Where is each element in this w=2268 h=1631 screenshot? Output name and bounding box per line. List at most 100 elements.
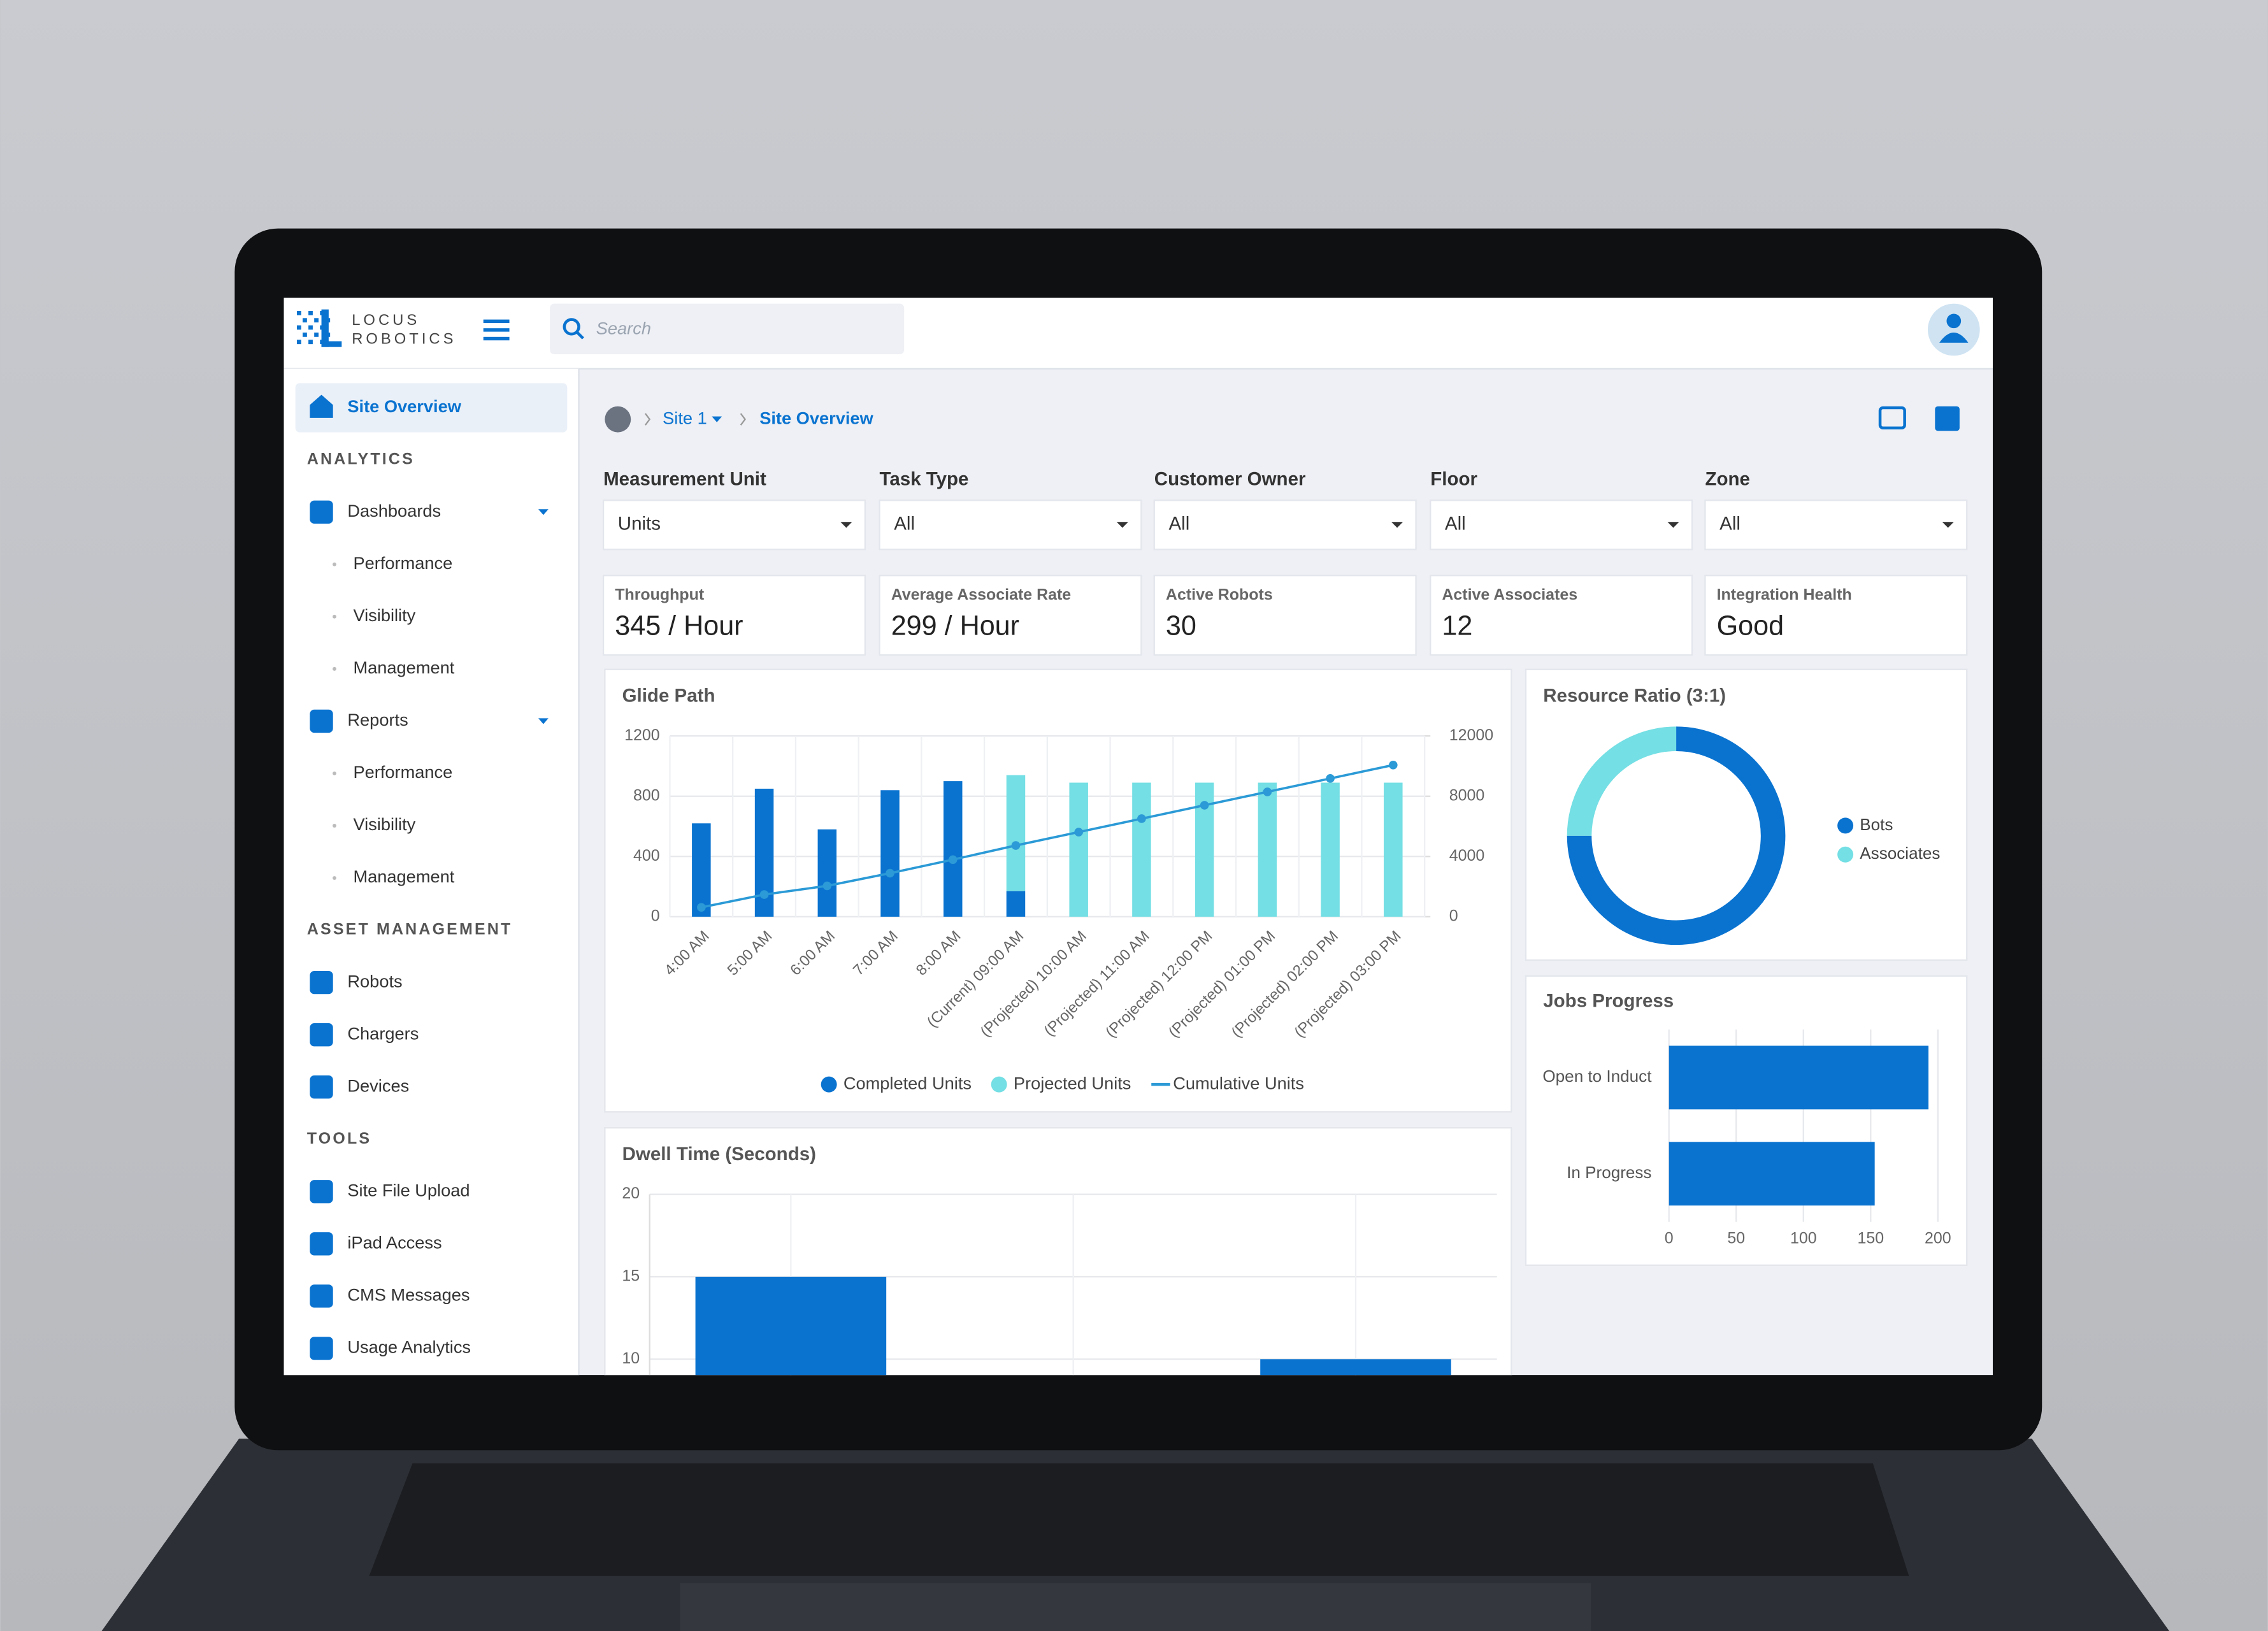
bar <box>1006 891 1026 917</box>
card-title: Dwell Time (Seconds) <box>622 1144 816 1165</box>
filter-label: Zone <box>1705 468 1749 489</box>
logo-mark <box>321 341 342 347</box>
nav-icon <box>310 1232 333 1256</box>
search-box[interactable] <box>550 303 905 355</box>
filter-select[interactable] <box>879 499 1142 550</box>
bar <box>1069 782 1088 917</box>
y-tick-label: 400 <box>633 847 660 865</box>
nav-section-title: ASSET MANAGEMENT <box>307 921 513 938</box>
logo-pixel <box>303 332 307 337</box>
filter-value: All <box>1719 514 1740 535</box>
line-point <box>1074 828 1083 837</box>
logo-pixel <box>308 325 313 330</box>
legend-swatch <box>1837 817 1854 834</box>
line-point <box>1389 760 1398 770</box>
y-tick-label: 15 <box>622 1267 640 1285</box>
nav-icon <box>310 1075 333 1099</box>
nav-icon <box>310 500 333 524</box>
avatar[interactable] <box>1927 303 1980 356</box>
line-point <box>1326 774 1335 783</box>
y-tick-label: Open to Induct <box>1542 1067 1652 1086</box>
nav-bullet <box>333 614 336 619</box>
breadcrumb-caret[interactable] <box>712 416 722 422</box>
bar <box>1260 1359 1451 1376</box>
legend-label: Cumulative Units <box>1173 1073 1304 1093</box>
site-badge <box>605 406 631 433</box>
search-placeholder: Search <box>596 319 651 338</box>
nav-item: Dashboards <box>347 501 441 521</box>
line-point <box>886 868 894 878</box>
search-icon <box>563 318 580 336</box>
filter-value: Units <box>618 514 661 535</box>
kpi-label: Average Associate Rate <box>891 586 1072 604</box>
bar <box>1006 775 1026 891</box>
card <box>1525 975 1968 1266</box>
x-tick-label: 200 <box>1925 1230 1951 1247</box>
nav-bullet <box>333 666 336 671</box>
nav-icon <box>310 970 333 995</box>
y-tick-label: 1200 <box>624 726 660 744</box>
select-caret <box>1667 522 1679 528</box>
filter-value: All <box>1445 514 1466 535</box>
filter-label: Measurement Unit <box>603 468 766 489</box>
bar <box>880 790 900 917</box>
menu-icon[interactable] <box>483 328 510 332</box>
x-tick-label: 100 <box>1790 1230 1817 1247</box>
line-point <box>1263 787 1272 796</box>
nav-item: CMS Messages <box>347 1285 470 1305</box>
breadcrumb-sep-site: Site 1 <box>663 408 707 428</box>
filter-select[interactable] <box>1430 499 1693 550</box>
filter-select[interactable] <box>1153 499 1417 550</box>
filter-value: All <box>894 514 915 535</box>
logo-pixel <box>314 318 319 323</box>
y2-tick-label: 0 <box>1449 907 1458 924</box>
bar <box>1669 1142 1875 1206</box>
nav-bullet <box>333 824 336 828</box>
filter-select[interactable] <box>1704 499 1968 550</box>
y-tick-label: 10 <box>622 1349 640 1367</box>
nav-caret[interactable] <box>538 718 549 724</box>
nav-item: Site Overview <box>347 396 461 416</box>
donut-segment <box>1567 726 1786 945</box>
bar <box>817 829 837 917</box>
nav-caret[interactable] <box>538 509 549 515</box>
menu-icon[interactable] <box>483 319 510 324</box>
home-icon <box>310 394 333 418</box>
filter-select[interactable] <box>602 499 866 550</box>
cast-icon[interactable] <box>1878 406 1906 430</box>
filter-label: Task Type <box>880 468 969 489</box>
bar <box>695 1276 887 1376</box>
select-caret <box>1116 522 1128 528</box>
header <box>284 298 1993 369</box>
logo-mark <box>321 309 329 347</box>
line-point <box>1011 841 1021 850</box>
breadcrumb-page: Site Overview <box>759 408 873 428</box>
nav-icon <box>310 1180 333 1203</box>
menu-icon[interactable] <box>483 336 510 341</box>
filter-label: Floor <box>1430 468 1477 489</box>
bar <box>1384 782 1403 917</box>
line-point <box>759 890 769 899</box>
line-series <box>701 764 1394 909</box>
logo-pixel <box>296 310 301 315</box>
nav-active[interactable] <box>295 383 568 433</box>
line-point <box>822 881 832 891</box>
nav-item: iPad Access <box>347 1233 441 1253</box>
legend-swatch <box>821 1076 837 1093</box>
y2-tick-label: 12000 <box>1449 726 1493 744</box>
y2-tick-label: 8000 <box>1449 786 1485 804</box>
kpi-label: Throughput <box>615 586 704 604</box>
legend-label: Associates <box>1860 844 1940 863</box>
select-caret <box>1942 522 1954 528</box>
nav-bullet <box>333 876 336 880</box>
bar <box>1669 1045 1929 1110</box>
y-tick-label: In Progress <box>1567 1163 1651 1182</box>
nav-bullet <box>333 772 336 775</box>
kpi-value: 345 / Hour <box>615 610 743 641</box>
help-icon[interactable] <box>1935 406 1960 431</box>
nav-item: Devices <box>347 1075 409 1095</box>
avatar-body <box>1939 332 1969 343</box>
line-point <box>1137 814 1146 823</box>
sidebar <box>284 368 579 1376</box>
